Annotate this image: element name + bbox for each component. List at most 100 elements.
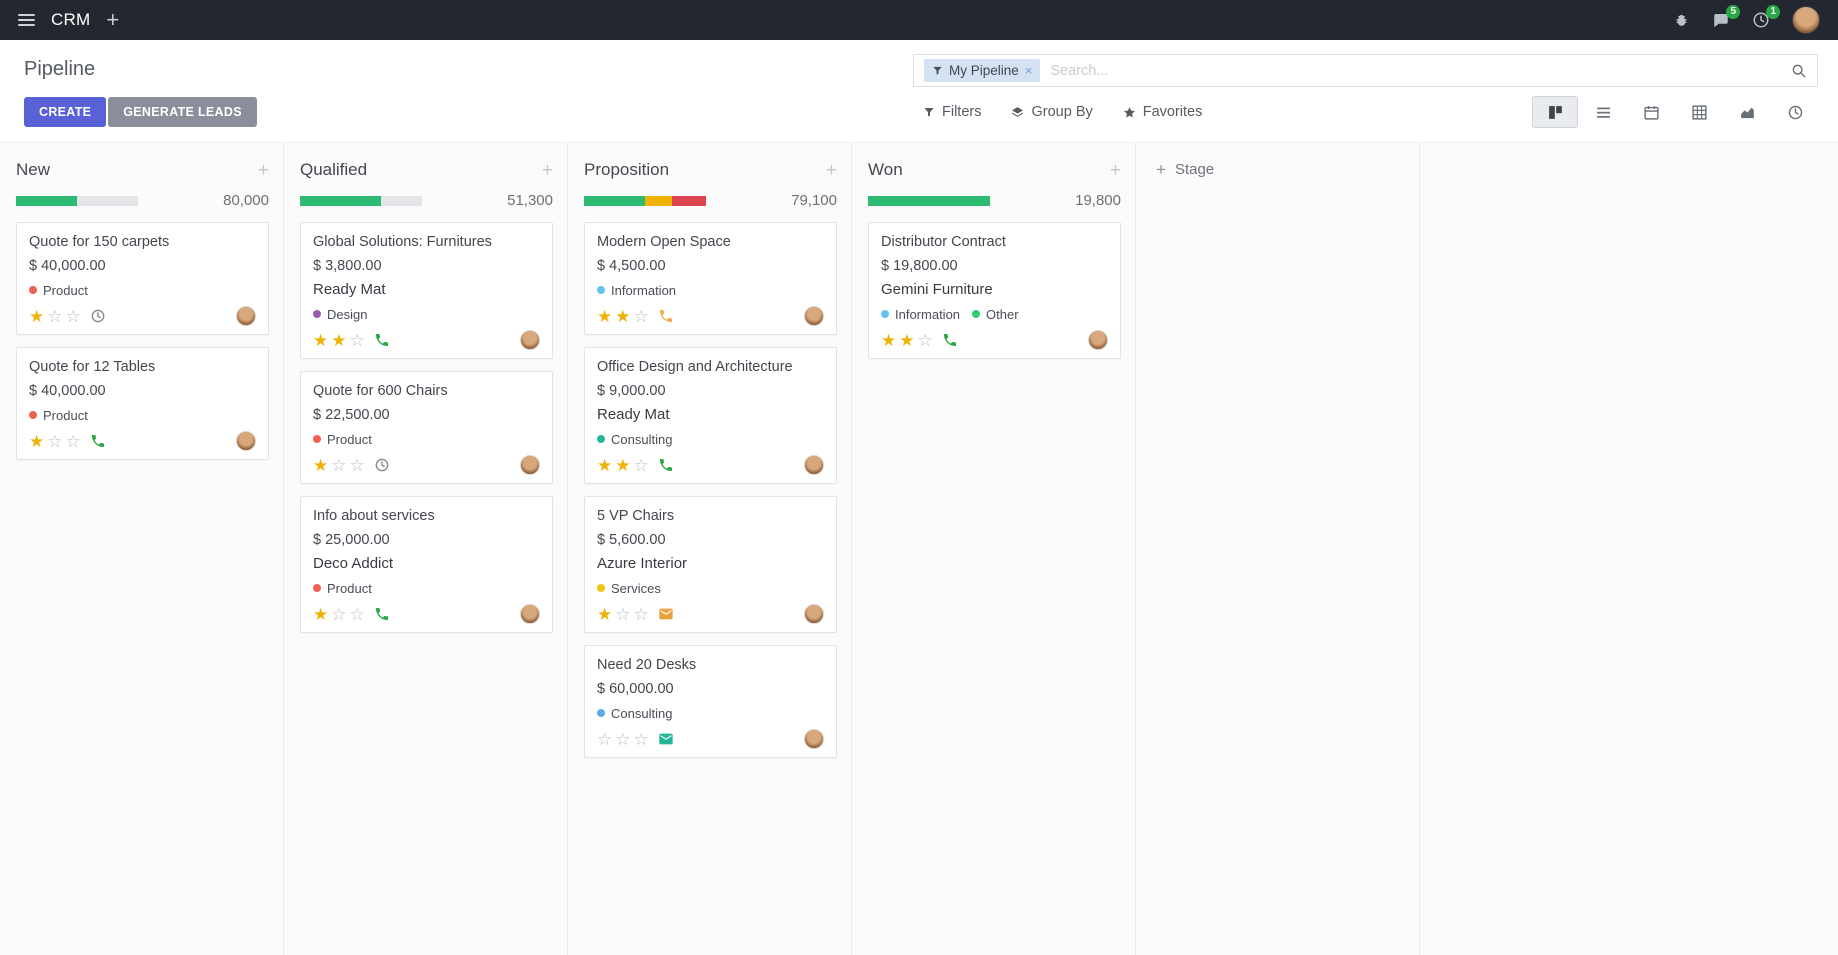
progress-segment[interactable] [300, 195, 381, 206]
facet-remove-icon[interactable]: × [1024, 63, 1033, 78]
kanban-card[interactable]: Need 20 Desks $ 60,000.00 Consulting ☆ ☆ ☆ [584, 645, 837, 758]
column-progressbar[interactable] [16, 195, 138, 206]
search-input[interactable] [1048, 61, 1783, 80]
activity-icon[interactable] [658, 457, 674, 473]
star-empty-icon[interactable]: ☆ [633, 306, 649, 326]
create-button[interactable]: CREATE [24, 97, 107, 127]
star-filled-icon[interactable]: ★ [597, 604, 613, 624]
star-empty-icon[interactable]: ☆ [349, 604, 365, 624]
systray-plus-icon[interactable]: + [106, 7, 120, 32]
priority-stars[interactable]: ★ ☆ ☆ [29, 433, 81, 450]
activity-icon[interactable] [374, 457, 390, 473]
kanban-view-button[interactable] [1532, 96, 1578, 128]
pivot-view-button[interactable] [1676, 96, 1722, 128]
activity-icon[interactable] [90, 433, 106, 449]
app-name[interactable]: CRM [51, 10, 91, 29]
star-empty-icon[interactable]: ☆ [597, 729, 613, 749]
star-empty-icon[interactable]: ☆ [615, 729, 631, 749]
kanban-card[interactable]: Quote for 150 carpets $ 40,000.00 Produc… [16, 222, 269, 335]
star-filled-icon[interactable]: ★ [313, 604, 329, 624]
priority-stars[interactable]: ★ ★ ☆ [313, 332, 365, 349]
group-by-button[interactable]: Group By [1011, 104, 1093, 120]
column-title[interactable]: Won [868, 160, 903, 179]
activity-icon[interactable] [374, 606, 390, 622]
star-empty-icon[interactable]: ☆ [615, 604, 631, 624]
kanban-card[interactable]: Modern Open Space $ 4,500.00 Information… [584, 222, 837, 335]
star-filled-icon[interactable]: ★ [29, 431, 45, 451]
star-empty-icon[interactable]: ☆ [331, 604, 347, 624]
kanban-card[interactable]: Distributor Contract $ 19,800.00 Gemini … [868, 222, 1121, 359]
column-title[interactable]: Qualified [300, 160, 368, 179]
star-filled-icon[interactable]: ★ [899, 330, 915, 350]
add-record-icon[interactable]: + [1109, 159, 1121, 181]
progress-segment[interactable] [380, 195, 422, 206]
activities-clock-icon[interactable]: 1 [1752, 5, 1780, 29]
progress-segment[interactable] [671, 195, 706, 206]
kanban-card[interactable]: Info about services $ 25,000.00 Deco Add… [300, 496, 553, 633]
star-filled-icon[interactable]: ★ [597, 455, 613, 475]
messages-icon[interactable]: 5 [1712, 5, 1740, 29]
star-filled-icon[interactable]: ★ [597, 306, 613, 326]
filters-button[interactable]: Filters [923, 104, 981, 120]
priority-stars[interactable]: ★ ☆ ☆ [597, 606, 649, 623]
progress-segment[interactable] [868, 195, 990, 206]
activity-icon[interactable] [374, 332, 390, 348]
priority-stars[interactable]: ★ ☆ ☆ [29, 308, 81, 325]
priority-stars[interactable]: ★ ☆ ☆ [313, 606, 365, 623]
priority-stars[interactable]: ★ ☆ ☆ [313, 457, 365, 474]
calendar-view-button[interactable] [1628, 96, 1674, 128]
progress-segment[interactable] [77, 195, 138, 206]
star-empty-icon[interactable]: ☆ [47, 306, 63, 326]
priority-stars[interactable]: ★ ★ ☆ [597, 457, 649, 474]
activity-icon[interactable] [942, 332, 958, 348]
star-empty-icon[interactable]: ☆ [633, 604, 649, 624]
priority-stars[interactable]: ★ ★ ☆ [597, 308, 649, 325]
list-view-button[interactable] [1580, 96, 1626, 128]
activity-icon[interactable] [658, 731, 674, 747]
star-filled-icon[interactable]: ★ [881, 330, 897, 350]
star-filled-icon[interactable]: ★ [615, 306, 631, 326]
column-progressbar[interactable] [868, 195, 990, 206]
add-record-icon[interactable]: + [541, 159, 553, 181]
search-facet[interactable]: My Pipeline × [924, 59, 1041, 82]
star-empty-icon[interactable]: ☆ [331, 455, 347, 475]
star-empty-icon[interactable]: ☆ [65, 431, 81, 451]
kanban-card[interactable]: 5 VP Chairs $ 5,600.00 Azure Interior Se… [584, 496, 837, 633]
kanban-card[interactable]: Quote for 12 Tables $ 40,000.00 Product … [16, 347, 269, 460]
star-empty-icon[interactable]: ☆ [349, 330, 365, 350]
activity-icon[interactable] [658, 308, 674, 324]
column-title[interactable]: Proposition [584, 160, 670, 179]
star-filled-icon[interactable]: ★ [29, 306, 45, 326]
add-record-icon[interactable]: + [825, 159, 837, 181]
kanban-card[interactable]: Quote for 600 Chairs $ 22,500.00 Product… [300, 371, 553, 484]
star-empty-icon[interactable]: ☆ [349, 455, 365, 475]
star-filled-icon[interactable]: ★ [313, 330, 329, 350]
apps-menu-icon[interactable] [18, 14, 35, 26]
kanban-card[interactable]: Office Design and Architecture $ 9,000.0… [584, 347, 837, 484]
generate-leads-button[interactable]: GENERATE LEADS [108, 97, 257, 127]
activity-icon[interactable] [90, 308, 106, 324]
activity-view-button[interactable] [1772, 96, 1818, 128]
priority-stars[interactable]: ★ ★ ☆ [881, 332, 933, 349]
column-progressbar[interactable] [300, 195, 422, 206]
activity-icon[interactable] [658, 606, 674, 622]
progress-segment[interactable] [645, 195, 672, 206]
star-empty-icon[interactable]: ☆ [633, 729, 649, 749]
star-empty-icon[interactable]: ☆ [65, 306, 81, 326]
kanban-card[interactable]: Global Solutions: Furnitures $ 3,800.00 … [300, 222, 553, 359]
star-empty-icon[interactable]: ☆ [47, 431, 63, 451]
column-title[interactable]: New [16, 160, 51, 179]
debug-bug-icon[interactable] [1673, 12, 1690, 29]
progress-segment[interactable] [584, 195, 645, 206]
add-record-icon[interactable]: + [257, 159, 269, 181]
favorites-button[interactable]: Favorites [1123, 104, 1202, 120]
column-progressbar[interactable] [584, 195, 706, 206]
star-filled-icon[interactable]: ★ [313, 455, 329, 475]
add-stage-button[interactable]: + Stage [1156, 161, 1214, 178]
search-bar[interactable]: My Pipeline × [913, 54, 1818, 87]
star-empty-icon[interactable]: ☆ [917, 330, 933, 350]
user-avatar[interactable] [1792, 6, 1820, 34]
search-icon[interactable] [1791, 63, 1807, 79]
priority-stars[interactable]: ☆ ☆ ☆ [597, 731, 649, 748]
star-filled-icon[interactable]: ★ [615, 455, 631, 475]
